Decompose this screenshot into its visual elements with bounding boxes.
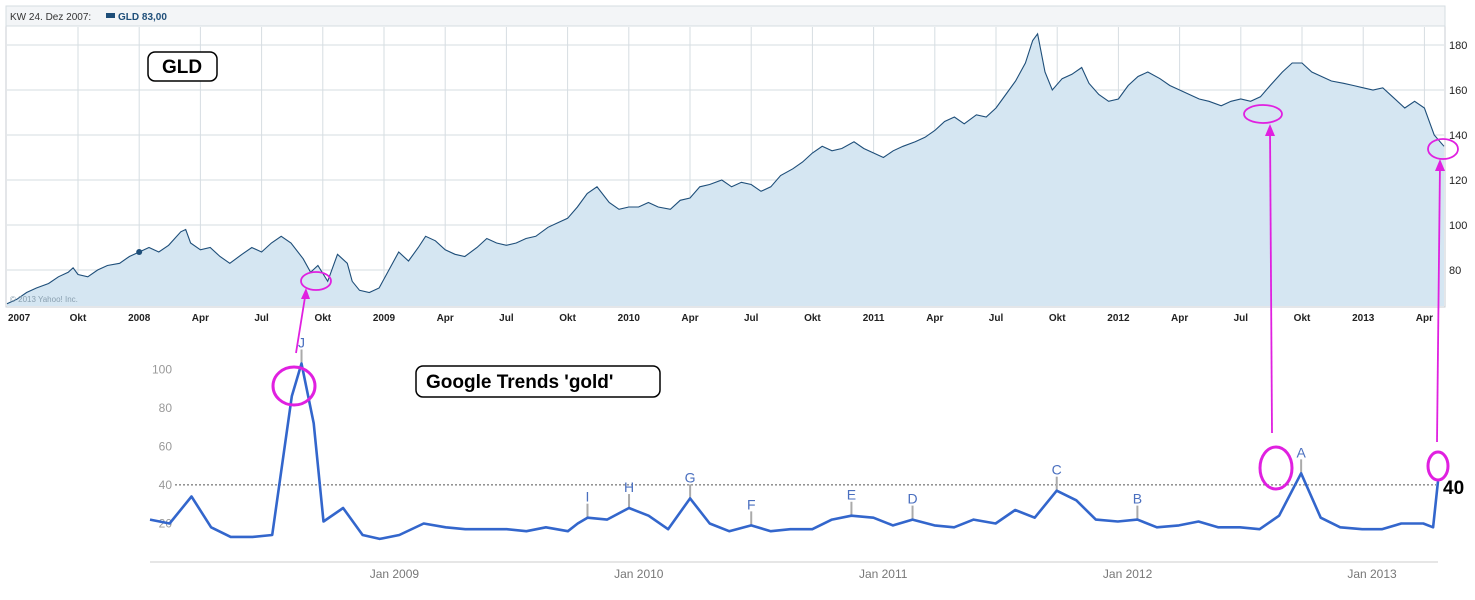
gld-label-box: [147, 51, 218, 82]
annotation-circle-gld-2008: [300, 271, 332, 291]
trends-event-label-c: C: [1052, 462, 1062, 478]
annotation-circle-trends-2008: [271, 365, 317, 407]
annotation-circle-trends-2012: [1258, 445, 1294, 491]
annotation-arrow-2008: [295, 290, 307, 354]
gld-y-tick-label: 180: [1449, 40, 1467, 52]
gld-y-tick-label: 80: [1449, 265, 1461, 277]
annotation-arrowhead-2008: [301, 288, 310, 299]
annotation-circle-gld-2012: [1243, 104, 1283, 124]
gld-x-tick-label: Okt: [314, 313, 331, 324]
trends-y-tick-label: 80: [159, 401, 173, 415]
gld-x-tick-label: 2008: [128, 313, 151, 324]
gld-x-tick-label: 2009: [373, 313, 396, 324]
gld-x-tick-label: Apr: [437, 313, 454, 324]
gld-x-tick-label: Apr: [1171, 313, 1188, 324]
gld-x-tick-label: Apr: [1416, 313, 1433, 324]
annotations: [271, 104, 1459, 491]
trends-threshold-label: 40: [1443, 478, 1464, 499]
trends-event-label-i: I: [586, 489, 590, 505]
gld-x-tick-label: Okt: [1294, 313, 1311, 324]
gld-start-marker: [136, 249, 143, 255]
gld-header-bar: [5, 5, 1446, 27]
gld-x-tick-label: 2012: [1107, 313, 1130, 324]
trends-event-label-a: A: [1296, 444, 1306, 460]
gld-credit: © 2013 Yahoo! Inc.: [10, 295, 78, 304]
annotation-circle-trends-2013: [1426, 450, 1450, 482]
gld-x-tick-label: Okt: [804, 313, 821, 324]
gld-area: [7, 33, 1444, 307]
trends-x-tick-label: Jan 2013: [1347, 567, 1397, 581]
gld-x-tick-label: Okt: [1049, 313, 1066, 324]
trends-x-tick-label: Jan 2009: [370, 567, 420, 581]
trends-y-tick-label: 100: [152, 362, 172, 376]
gld-y-axis: 80 100 120 140 160 180: [1449, 40, 1467, 277]
gld-x-tick-label: 2010: [618, 313, 641, 324]
gld-x-tick-label: Jul: [744, 313, 759, 324]
trends-label: Google Trends 'gold': [426, 372, 613, 393]
gld-x-tick-label: Okt: [559, 313, 576, 324]
gld-x-tick-label: Okt: [70, 313, 87, 324]
trends-event-label-f: F: [747, 496, 756, 512]
gld-x-tick-label: Jul: [1234, 313, 1249, 324]
trends-event-label-j: J: [298, 334, 305, 350]
trends-x-axis: Jan 2009 Jan 2010 Jan 2011 Jan 2012 Jan 2013: [370, 567, 1397, 581]
trends-y-tick-label: 40: [159, 478, 173, 492]
gld-y-tick-label: 120: [1449, 175, 1467, 187]
trends-event-label-e: E: [847, 487, 856, 503]
gld-x-tick-label: Jul: [499, 313, 514, 324]
gld-x-tick-label: Apr: [192, 313, 209, 324]
gld-x-tick-label: Jul: [989, 313, 1004, 324]
gld-header-week: KW 24. Dez 2007:: [10, 12, 91, 23]
gld-x-tick-label: 2011: [863, 313, 885, 324]
annotation-arrowhead-2012: [1265, 124, 1275, 136]
gld-x-tick-label: Apr: [926, 313, 943, 324]
gld-label: GLD: [162, 57, 202, 78]
trends-x-tick-label: Jan 2011: [859, 567, 908, 581]
annotation-arrowhead-2013: [1435, 159, 1445, 171]
trends-x-tick-label: Jan 2012: [1103, 567, 1153, 581]
trends-event-label-h: H: [624, 479, 634, 495]
gld-y-tick-label: 100: [1449, 220, 1467, 232]
gld-x-tick-label: 2013: [1352, 313, 1375, 324]
gld-x-tick-label: Apr: [681, 313, 698, 324]
gld-x-tick-label: Jul: [254, 313, 269, 324]
trends-event-label-g: G: [685, 469, 696, 485]
trends-event-markers: J I H G F E D C B A: [298, 334, 1306, 526]
gld-chart: KW 24. Dez 2007: GLD 83,00 80 100 120 140 16…: [5, 5, 1467, 324]
trends-event-label-b: B: [1133, 491, 1142, 507]
annotation-circle-gld-2013: [1427, 138, 1459, 160]
gld-header-series: GLD 83,00: [118, 12, 167, 23]
trends-y-tick-label: 60: [159, 439, 173, 453]
trends-label-box: [415, 365, 661, 398]
gld-line: [6, 32, 1445, 305]
gld-y-tick-label: 140: [1449, 130, 1467, 142]
trends-event-label-d: D: [907, 491, 917, 507]
gld-x-axis: 2007 Okt 2008 Apr Jul Okt 2009 Apr Jul Okt 2010 Apr…: [8, 313, 1433, 324]
trends-x-tick-label: Jan 2010: [614, 567, 664, 581]
gld-y-tick-label: 160: [1449, 85, 1467, 97]
annotation-arrow-2013: [1436, 162, 1441, 443]
annotation-arrow-2012: [1269, 127, 1273, 434]
gld-legend-swatch: [106, 13, 115, 18]
gld-x-tick-label: 2007: [8, 313, 31, 324]
trends-line: [149, 362, 1440, 541]
